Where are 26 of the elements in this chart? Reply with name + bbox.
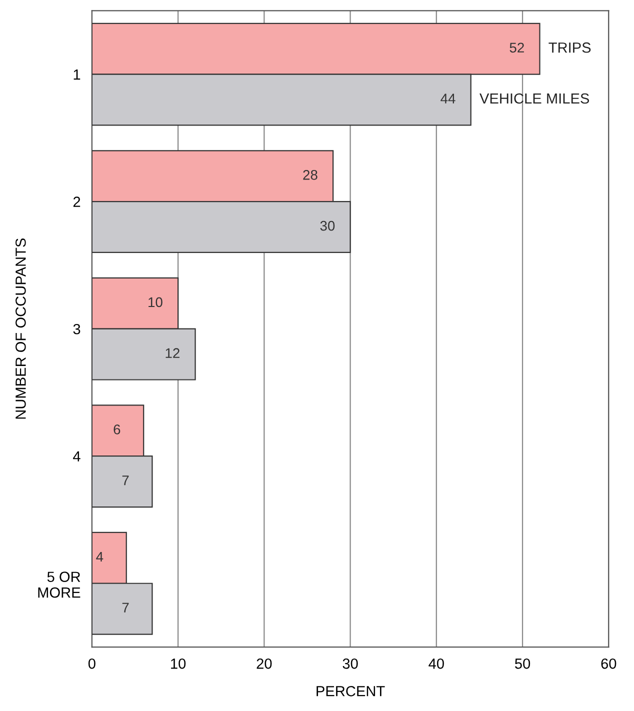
- data-label: 30: [320, 220, 335, 231]
- data-label: 12: [166, 348, 180, 358]
- x-tick-label: 20: [256, 658, 272, 669]
- x-tick-label: 10: [171, 658, 186, 669]
- y-tick-label: 4: [73, 451, 80, 462]
- data-label: 44: [440, 94, 456, 104]
- x-tick-label: 50: [514, 658, 530, 669]
- series-label: TRIPS: [548, 42, 591, 53]
- data-label: 7: [122, 476, 129, 486]
- data-label: 28: [303, 170, 318, 180]
- data-label: 4: [96, 552, 104, 562]
- y-tick-label: 5 OR MORE: [38, 572, 80, 598]
- x-tick-label: 40: [428, 658, 444, 669]
- x-tick-label: 30: [342, 658, 358, 669]
- y-tick-label: 3: [73, 324, 80, 334]
- x-axis-title: PERCENT: [316, 686, 385, 696]
- series-label: VEHICLE MILES: [480, 93, 590, 104]
- x-tick-label: 0: [88, 658, 96, 669]
- data-label: 6: [114, 424, 120, 434]
- y-axis-title: NUMBER OF OCCUPANTS: [16, 238, 26, 419]
- x-tick-label: 60: [601, 658, 616, 669]
- y-tick-label: 1: [74, 70, 80, 80]
- data-label: 7: [122, 602, 129, 612]
- y-tick-label: 2: [73, 196, 80, 207]
- data-label: 10: [148, 297, 162, 308]
- data-label: 52: [510, 42, 524, 53]
